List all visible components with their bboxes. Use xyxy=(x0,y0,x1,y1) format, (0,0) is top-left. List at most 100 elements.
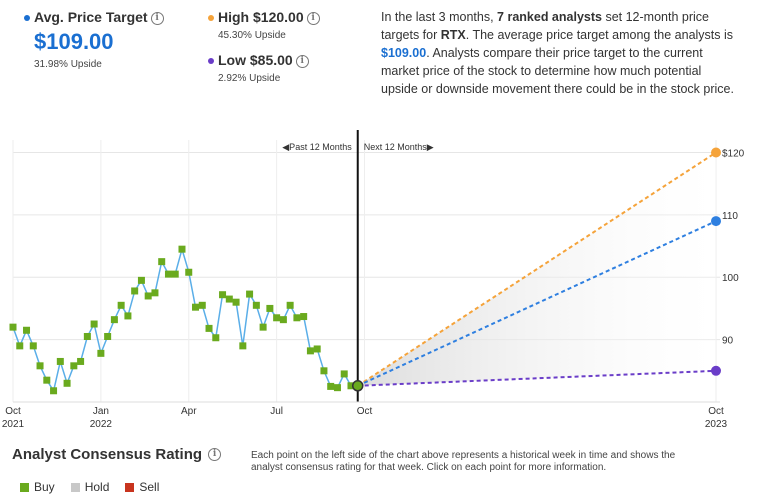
legend-buy-label: Buy xyxy=(34,480,55,494)
buy-rating-point xyxy=(23,326,31,334)
buy-rating-point xyxy=(185,268,193,276)
buy-rating-point xyxy=(50,387,58,395)
legend-hold: Hold xyxy=(70,480,109,494)
desc-avg-price: $109.00 xyxy=(381,46,427,60)
high-target-upside: 45.30% Upside xyxy=(218,30,286,41)
next-12-months-label: Next 12 Months▶ xyxy=(364,142,434,152)
legend-buy-swatch xyxy=(20,482,29,492)
buy-rating-point xyxy=(36,362,44,370)
legend-buy: Buy xyxy=(20,480,55,494)
chart-axes: $120 110 100 90 Oct 2021 Jan 2022 Apr Jul Oct Oct 20… xyxy=(2,148,745,430)
buy-rating-point xyxy=(205,324,213,332)
buy-rating-point xyxy=(97,349,105,357)
low-target-heading: Low $85.00 i xyxy=(208,52,309,68)
buy-rating-point xyxy=(144,292,152,300)
target-point-average xyxy=(711,216,721,227)
info-icon[interactable]: i xyxy=(150,11,164,25)
analyst-description: In the last 3 months, 7 ranked analysts … xyxy=(381,8,741,98)
target-point-high xyxy=(711,147,721,158)
buy-rating-point xyxy=(212,334,220,342)
buy-rating-point xyxy=(232,298,240,306)
buy-rating-point xyxy=(225,295,233,303)
avg-target-heading: Avg. Price Target i xyxy=(24,9,164,25)
desc-part: set 12-month price targets for xyxy=(381,10,709,42)
y-tick-label: 90 xyxy=(722,336,734,347)
buy-rating-point xyxy=(171,270,179,278)
buy-rating-point xyxy=(16,342,24,350)
buy-rating-point xyxy=(151,289,159,297)
x-tick-year: 2022 xyxy=(90,419,113,430)
info-icon[interactable]: i xyxy=(306,11,320,25)
buy-rating-point xyxy=(104,333,112,340)
x-tick-label: Oct xyxy=(5,406,21,417)
x-tick-label: Oct xyxy=(708,406,724,417)
buy-rating-point xyxy=(266,304,274,312)
desc-analyst-count: 7 ranked analysts xyxy=(497,10,602,24)
buy-rating-point xyxy=(198,301,206,309)
buy-rating-point xyxy=(300,313,308,321)
buy-rating-point xyxy=(192,303,200,311)
x-tick-year: 2023 xyxy=(705,419,728,430)
buy-rating-point xyxy=(158,258,166,266)
target-lines xyxy=(351,147,721,392)
buy-rating-point xyxy=(333,384,341,392)
info-icon[interactable]: i xyxy=(295,54,309,68)
buy-rating-point xyxy=(63,379,71,387)
buy-rating-point xyxy=(246,290,254,298)
buy-rating-point xyxy=(320,367,328,375)
legend-sell: Sell xyxy=(125,480,159,494)
buy-rating-point xyxy=(131,287,139,295)
high-target-heading: High $120.00 i xyxy=(208,9,320,25)
buy-rating-point xyxy=(279,316,287,324)
rating-title: Analyst Consensus Rating xyxy=(12,446,203,463)
buy-rating-point xyxy=(347,382,355,390)
high-target-label: High $120.00 xyxy=(218,9,304,25)
low-target-label: Low $85.00 xyxy=(218,52,293,68)
x-tick-label: Jul xyxy=(270,406,283,417)
time-divider: ◀Past 12 Months Next 12 Months▶ xyxy=(282,130,434,402)
legend-hold-swatch xyxy=(70,482,80,492)
target-line-high xyxy=(357,151,717,387)
low-target-upside: 2.92% Upside xyxy=(218,73,281,84)
low-target-block: Low $85.00 i 2.92% Upside xyxy=(208,52,309,84)
buy-rating-point xyxy=(137,276,145,284)
buy-rating-point xyxy=(43,376,51,384)
info-icon[interactable]: i xyxy=(208,448,222,462)
y-tick-label: $120 xyxy=(722,148,745,159)
desc-part: In the last 3 months, xyxy=(381,10,498,24)
price-series xyxy=(9,245,358,395)
buy-rating-point xyxy=(117,301,125,309)
buy-rating-point xyxy=(286,301,294,309)
desc-part: . Analysts compare their price target to… xyxy=(381,46,734,96)
legend-sell-label: Sell xyxy=(139,480,160,494)
buy-rating-point xyxy=(219,291,227,299)
buy-rating-point xyxy=(9,323,17,331)
buy-rating-point xyxy=(259,323,267,331)
y-tick-label: 110 xyxy=(722,211,738,222)
past-12-months-label: ◀Past 12 Months xyxy=(282,142,352,152)
buy-rating-point xyxy=(273,314,281,322)
buy-rating-point xyxy=(313,345,321,353)
high-target-block: High $120.00 i 45.30% Upside xyxy=(208,9,320,41)
buy-rating-point xyxy=(83,333,91,340)
buy-rating-point xyxy=(56,357,64,365)
avg-target-upside: 31.98% Upside xyxy=(34,59,102,70)
buy-rating-point xyxy=(340,370,348,378)
buy-rating-point xyxy=(252,301,260,309)
desc-ticker: RTX xyxy=(440,28,466,42)
target-line-low xyxy=(357,369,717,387)
rating-description: Each point on the left side of the chart… xyxy=(251,450,676,473)
buy-rating-point xyxy=(29,342,37,350)
buy-rating-point xyxy=(306,347,314,355)
rating-section: Analyst Consensus Rating i xyxy=(12,446,222,464)
current-price-point xyxy=(351,380,364,392)
buy-rating-point xyxy=(164,270,172,278)
rating-legend: Buy Hold Sell xyxy=(20,480,159,494)
avg-dot xyxy=(24,15,30,22)
avg-target-block: Avg. Price Target i $109.00 31.98% Upside xyxy=(24,9,164,70)
target-line-average xyxy=(357,220,717,387)
avg-target-value: $109.00 xyxy=(34,29,114,54)
buy-rating-point xyxy=(124,312,132,320)
x-tick-year: 2021 xyxy=(2,419,25,430)
buy-rating-point xyxy=(293,314,301,322)
